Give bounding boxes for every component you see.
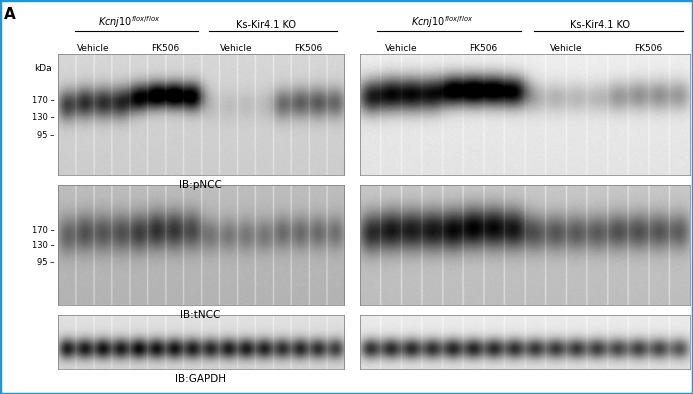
Text: 95 –: 95 – bbox=[37, 258, 55, 267]
Text: Ks-Kir4.1 KO: Ks-Kir4.1 KO bbox=[570, 20, 631, 30]
Text: IB:GAPDH: IB:GAPDH bbox=[175, 374, 226, 384]
Text: FK506: FK506 bbox=[294, 44, 322, 53]
Text: Vehicle: Vehicle bbox=[220, 44, 253, 53]
Text: 95 –: 95 – bbox=[37, 131, 55, 140]
Text: Ks-Kir4.1 KO: Ks-Kir4.1 KO bbox=[236, 20, 297, 30]
Text: IB:pNCC: IB:pNCC bbox=[179, 180, 222, 190]
Text: 170 –: 170 – bbox=[32, 96, 55, 105]
Text: $\it{Kcnj10}$$^{\it{flox/flox}}$: $\it{Kcnj10}$$^{\it{flox/flox}}$ bbox=[411, 14, 473, 30]
Text: FK506: FK506 bbox=[469, 44, 498, 53]
Text: $\it{Kcnj10}$$^{\it{flox/flox}}$: $\it{Kcnj10}$$^{\it{flox/flox}}$ bbox=[98, 14, 160, 30]
Text: FK506: FK506 bbox=[150, 44, 179, 53]
Text: Vehicle: Vehicle bbox=[550, 44, 582, 53]
Text: FK506: FK506 bbox=[634, 44, 663, 53]
Text: IB:tNCC: IB:tNCC bbox=[180, 310, 221, 320]
Text: A: A bbox=[3, 7, 15, 22]
Text: 170 –: 170 – bbox=[32, 226, 55, 235]
Text: 130 –: 130 – bbox=[32, 241, 55, 250]
Text: 130 –: 130 – bbox=[32, 113, 55, 122]
Text: Vehicle: Vehicle bbox=[77, 44, 109, 53]
Text: Vehicle: Vehicle bbox=[385, 44, 417, 53]
Text: kDa: kDa bbox=[35, 64, 52, 73]
